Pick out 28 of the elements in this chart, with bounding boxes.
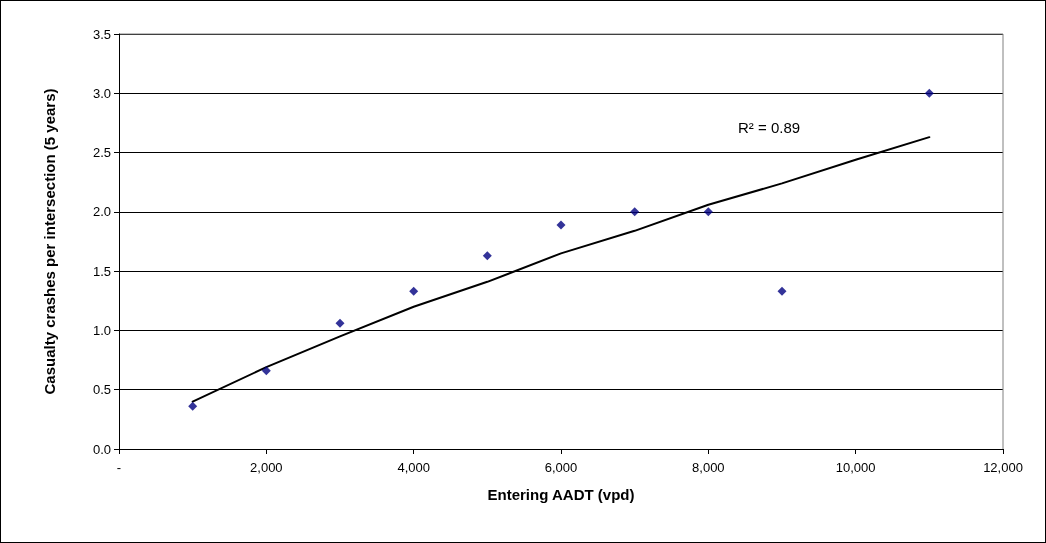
point (777, 286, 787, 296)
y-tick-label: 0.0 (92, 441, 111, 457)
y-tick-label: 3.5 (92, 26, 111, 42)
y-tick-label: 2.5 (92, 145, 111, 161)
point (261, 366, 271, 376)
x-axis-title: Entering AADT (vpd) (487, 486, 635, 503)
point (482, 251, 492, 261)
x-tick-label: 10,000 (835, 460, 876, 475)
y-tick-label: 2.0 (92, 204, 111, 220)
x-tick-label: 8,000 (692, 460, 725, 475)
point (188, 401, 198, 411)
y-tick-label: 3.0 (92, 85, 111, 101)
x-tick-label: - (116, 460, 122, 475)
x-tick-label: 12,000 (983, 460, 1023, 475)
annotation: R² = 0.89 (738, 118, 801, 136)
point (703, 207, 713, 217)
y-tick-label: 1.5 (92, 263, 111, 279)
point (924, 88, 934, 98)
y-tick-label: 0.5 (92, 382, 111, 398)
point (409, 286, 419, 296)
y-tick-label: 1.0 (92, 322, 111, 338)
x-tick-label: 2,000 (250, 460, 283, 475)
point (556, 220, 566, 230)
point (630, 207, 640, 217)
point (335, 318, 345, 328)
y-axis-title: Casualty crashes per intersection (5 years) (41, 88, 58, 395)
x-tick-label: 4,000 (397, 460, 430, 475)
x-tick-label: 6,000 (544, 460, 578, 475)
